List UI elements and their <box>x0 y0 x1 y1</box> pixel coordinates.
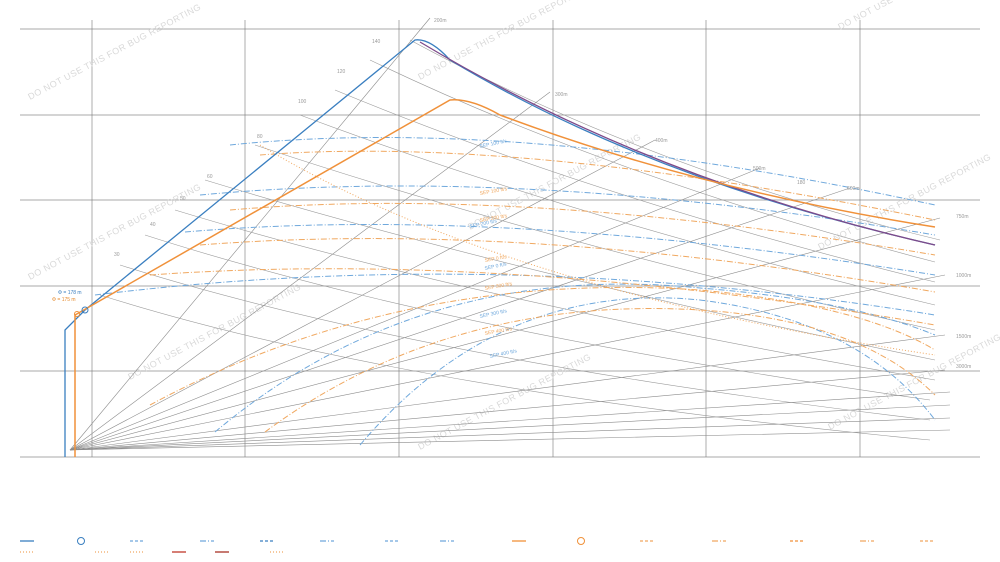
sep-contour-orange <box>149 268 936 326</box>
sep-contour-blue <box>94 273 936 316</box>
speed-label: 200m <box>434 18 447 24</box>
watermark-layer: DO NOT USE THIS FOR BUG REPORTING DO NOT … <box>26 0 1000 452</box>
sep-label-blue: SEP 400 ft/s <box>489 348 518 360</box>
turn-label: 60 <box>207 174 213 180</box>
turn-label: 40 <box>150 222 156 228</box>
sep-label-blue: SEP 100 ft/s <box>479 138 508 150</box>
corner-speed-marker-blue <box>81 306 89 314</box>
legend-marker <box>577 537 585 545</box>
speed-label: 400m <box>655 138 668 144</box>
speed-line <box>69 369 946 451</box>
sep-contour-blue <box>184 223 936 276</box>
speed-label: 1500m <box>956 334 971 340</box>
turn-radius-curve <box>174 209 936 381</box>
sep-label-orange: SEP 400 ft/s <box>484 326 513 337</box>
sep-contour-orange <box>199 238 936 293</box>
sep-contour-blue <box>359 297 936 446</box>
sep-contour-orange <box>229 202 936 256</box>
turn-label: 120 <box>337 69 346 75</box>
sep-label-orange: SEP 300 ft/s <box>484 281 513 292</box>
watermark-text: DO NOT USE THIS FOR BUG REPORTING <box>26 182 202 282</box>
turn-label: 140 <box>372 39 381 45</box>
speed-line <box>69 17 431 451</box>
sep-contour-blue <box>229 137 936 206</box>
turn-radius-curve <box>144 234 931 401</box>
sep-label-blue: SEP 0 ft/s <box>484 261 507 272</box>
speed-label: 3000m <box>956 364 971 370</box>
sep-label-orange: SEP 200 ft/s <box>479 213 508 224</box>
sep-contour-orange <box>264 308 936 433</box>
corner-speed-marker-orange <box>74 311 80 317</box>
speed-label: 500m <box>753 166 766 172</box>
speed-line <box>69 217 941 451</box>
legend-marker <box>77 537 85 545</box>
turn-radius-curves <box>99 39 941 441</box>
chart-legend <box>20 537 934 553</box>
speed-line <box>69 391 951 451</box>
speed-line <box>69 429 951 451</box>
sep-contour-orange <box>259 150 936 221</box>
watermark-text: DO NOT USE THIS FOR BUG REPORTING <box>836 0 1000 32</box>
sep-contour-orange <box>149 286 936 406</box>
envelope-label-blue: Φ = 178 m <box>58 290 82 296</box>
speed-line <box>69 187 851 451</box>
turn-label: 100 <box>298 99 307 105</box>
turn-radius-curve <box>334 89 936 283</box>
sep-label-orange: SEP 0 ft/s <box>484 254 507 264</box>
watermark-text: DO NOT USE THIS FOR BUG REPORTING <box>126 282 302 382</box>
sep-label-blue: SEP 200 ft/s <box>469 218 498 230</box>
speed-label: 1000m <box>956 273 971 279</box>
chart-labels: 200m 300m 400m 500m 600m 750m 1000m 1500m 3000m 1… <box>52 18 971 370</box>
turn-label: 80 <box>257 134 263 140</box>
envelope-line-orange <box>74 99 936 457</box>
watermark-text: DO NOT USE THIS FOR BUG REPORTING <box>26 2 202 102</box>
speed-label: 600m <box>847 186 860 192</box>
sep-dotted-orange <box>259 144 936 356</box>
speed-label: 750m <box>956 214 969 220</box>
radial-speed-lines <box>69 17 951 451</box>
speed-label: 300m <box>555 92 568 98</box>
envelope-curves <box>64 39 936 457</box>
turn-radius-curve <box>299 114 936 306</box>
turn-label: 180 <box>797 180 806 186</box>
sep-label-blue: SEP 300 ft/s <box>479 308 508 320</box>
turn-label: 30 <box>114 252 120 258</box>
speed-line <box>69 139 656 451</box>
turn-radius-curve <box>99 294 931 441</box>
envelope-overlap-purple <box>419 41 936 246</box>
speed-line <box>69 91 551 451</box>
envelope-label-orange: Φ = 175 m <box>52 297 76 303</box>
sep-contour-blue <box>199 185 936 236</box>
watermark-text: DO NOT USE THIS FOR BUG REPORTING <box>826 332 1000 432</box>
speed-line <box>69 404 951 451</box>
speed-line <box>69 417 951 451</box>
sep-label-orange: SEP 100 ft/s <box>479 186 508 197</box>
sep-contours <box>94 137 936 446</box>
speed-line <box>69 274 946 451</box>
watermark-text: DO NOT USE THIS FOR BUG REPORTING <box>416 0 592 82</box>
speed-line <box>69 167 761 451</box>
turn-radius-curve <box>369 59 936 263</box>
turn-radius-curve <box>119 264 931 421</box>
turn-label: 50 <box>180 196 186 202</box>
